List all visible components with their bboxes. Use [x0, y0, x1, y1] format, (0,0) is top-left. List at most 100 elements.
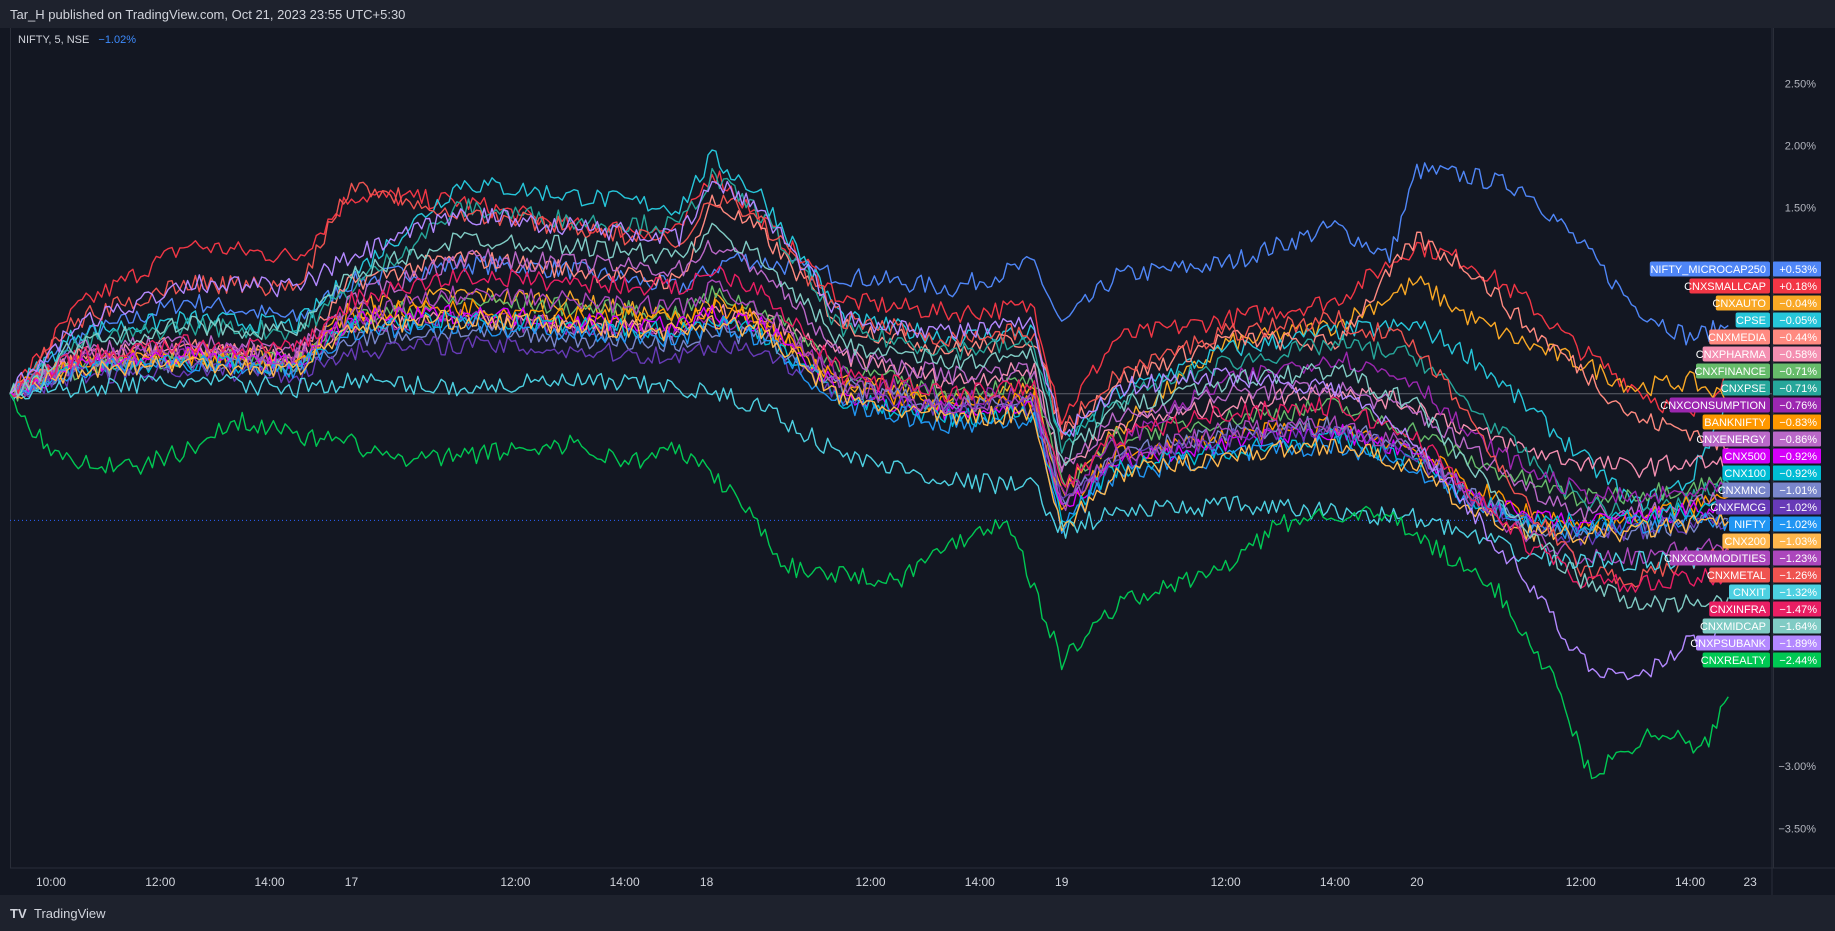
series-name-tag	[1689, 278, 1770, 294]
series-name-label: CNXREALTY	[1701, 655, 1767, 667]
series-value-tag	[1773, 550, 1821, 566]
series-line-cnxmidcap	[9, 222, 1729, 613]
series-line-cpse	[9, 149, 1729, 512]
series-value-label: −1.03%	[1779, 536, 1817, 548]
series-name-label: CNXMNC	[1718, 485, 1766, 497]
series-name-tag	[1702, 431, 1770, 447]
series-name-tag	[1722, 380, 1770, 396]
series-name-tag	[1669, 397, 1770, 413]
series-value-tag	[1773, 533, 1821, 549]
series-value-tag	[1773, 618, 1821, 634]
series-line-cnxit	[9, 372, 1729, 572]
series-line-cnxmetal	[9, 181, 1729, 588]
series-line-cnxcommodities	[9, 279, 1729, 566]
series-name-tag	[1722, 448, 1770, 464]
series-name-label: CNXAUTO	[1712, 298, 1766, 310]
series-value-tag	[1773, 448, 1821, 464]
x-tick-label: 12:00	[1566, 875, 1596, 889]
series-name-label: CNX200	[1724, 536, 1766, 548]
series-name-tag	[1709, 329, 1770, 345]
series-value-tag	[1773, 312, 1821, 328]
series-name-label: CNXPHARMA	[1696, 349, 1767, 361]
series-name-label: CNXPSUBANK	[1690, 638, 1766, 650]
series-value-tag	[1773, 431, 1821, 447]
series-name-label: CNXFINANCE	[1694, 366, 1766, 378]
series-value-label: −1.02%	[1779, 519, 1817, 531]
y-tick-label: 1.50%	[1785, 203, 1816, 215]
series-name-label: CNXMIDCAP	[1700, 621, 1766, 633]
series-name-label: CNXMETAL	[1707, 570, 1766, 582]
series-name-label: CNXENERGY	[1696, 434, 1766, 446]
series-name-tag	[1696, 363, 1770, 379]
series-value-label: −1.64%	[1779, 621, 1817, 633]
footer-bar	[0, 895, 1835, 931]
series-name-label: BANKNIFTY	[1704, 417, 1766, 429]
series-value-label: −1.26%	[1779, 570, 1817, 582]
publish-header: Tar_H published on TradingView.com, Oct …	[0, 0, 1835, 28]
series-value-tag	[1773, 482, 1821, 498]
series-value-tag	[1773, 295, 1821, 311]
series-value-tag	[1773, 363, 1821, 379]
series-value-tag	[1773, 584, 1821, 600]
y-tick-label: 2.50%	[1785, 78, 1816, 90]
series-value-tag	[1773, 499, 1821, 515]
series-name-label: CNXMEDIA	[1708, 332, 1767, 344]
series-name-label: CNXIT	[1733, 587, 1766, 599]
series-value-label: −0.44%	[1779, 332, 1817, 344]
x-tick-label: 12:00	[500, 875, 530, 889]
x-tick-label: 14:00	[610, 875, 640, 889]
series-value-tag	[1773, 635, 1821, 651]
series-value-label: −0.71%	[1779, 366, 1817, 378]
series-value-label: −0.92%	[1779, 451, 1817, 463]
x-tick-label: 18	[700, 875, 714, 889]
tradingview-brand[interactable]: TV TradingView	[10, 906, 106, 921]
symbol-legend[interactable]: NIFTY, 5, NSE −1.02%	[18, 34, 136, 46]
series-value-tag	[1773, 601, 1821, 617]
series-value-label: −2.44%	[1779, 655, 1817, 667]
series-value-tag	[1773, 261, 1821, 277]
series-name-tag	[1702, 346, 1770, 362]
symbol-title: NIFTY, 5, NSE	[18, 34, 90, 46]
series-value-tag	[1773, 516, 1821, 532]
series-name-tag	[1702, 618, 1770, 634]
series-value-label: −0.04%	[1779, 298, 1817, 310]
series-name-tag	[1729, 516, 1770, 532]
x-tick-label: 12:00	[145, 875, 175, 889]
series-line-cnxmedia	[9, 194, 1729, 451]
series-line-cnxfinance	[9, 285, 1729, 507]
series-value-label: −1.01%	[1779, 485, 1817, 497]
series-name-tag	[1696, 635, 1770, 651]
series-line-cnxrealty	[9, 393, 1729, 780]
x-tick-label: 19	[1055, 875, 1069, 889]
series-line-cnxsmallcap	[9, 170, 1729, 425]
series-name-label: CNXSMALLCAP	[1684, 281, 1766, 293]
series-name-label: CNXINFRA	[1710, 604, 1767, 616]
series-name-tag	[1709, 567, 1770, 583]
series-value-tag	[1773, 567, 1821, 583]
series-value-label: −0.71%	[1779, 383, 1817, 395]
series-name-tag	[1729, 584, 1770, 600]
series-name-label: NIFTY	[1734, 519, 1766, 531]
series-name-label: NIFTY_MICROCAP250	[1650, 264, 1766, 276]
series-value-label: −0.58%	[1779, 349, 1817, 361]
series-name-tag	[1702, 652, 1770, 668]
series-value-label: −0.76%	[1779, 400, 1817, 412]
series-value-tag	[1773, 329, 1821, 345]
series-value-tag	[1773, 465, 1821, 481]
series-name-label: CNXCOMMODITIES	[1664, 553, 1766, 565]
series-line-cnxmnc	[9, 323, 1729, 541]
series-value-label: −0.83%	[1779, 417, 1817, 429]
series-value-label: −1.32%	[1779, 587, 1817, 599]
series-name-label: CPSE	[1736, 315, 1766, 327]
y-tick-label: −3.00%	[1778, 761, 1816, 773]
series-name-tag	[1709, 601, 1770, 617]
series-name-tag	[1715, 295, 1770, 311]
series-value-tag	[1773, 278, 1821, 294]
series-value-label: −1.23%	[1779, 553, 1817, 565]
series-line-nifty_microcap250	[9, 162, 1729, 402]
x-tick-label: 12:00	[1211, 875, 1241, 889]
series-line-cnxinfra	[9, 265, 1729, 593]
series-line-cnx200	[9, 309, 1729, 545]
series-value-tag	[1773, 652, 1821, 668]
